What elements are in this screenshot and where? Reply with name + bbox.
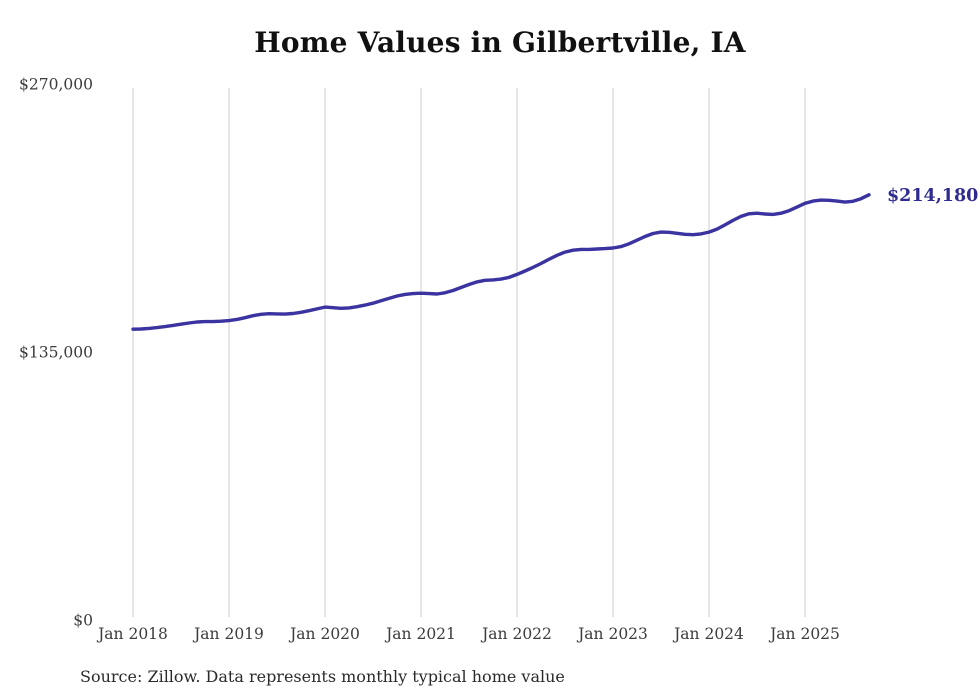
y-axis-tick-label: $135,000 xyxy=(19,344,93,362)
current-value-label: $214,180 xyxy=(887,186,978,206)
x-axis-tick-label: Jan 2021 xyxy=(384,625,456,643)
home-value-line-series xyxy=(131,193,871,331)
x-axis-tick-label: Jan 2023 xyxy=(576,625,648,643)
x-axis-tick-label: Jan 2018 xyxy=(96,625,168,643)
x-axis-tick-label: Jan 2020 xyxy=(288,625,360,643)
home-values-line-chart: Jan 2018 Jan 2019 Jan 2020 Jan 2021 Jan 2022… xyxy=(19,76,978,644)
source-note: Source: Zillow. Data represents monthly … xyxy=(80,667,565,686)
y-axis-tick-label: $0 xyxy=(73,612,93,630)
chart-title: Home Values in Gilbertville, IA xyxy=(254,26,746,59)
x-axis-tick-label: Jan 2019 xyxy=(192,625,264,643)
x-axis-tick-label: Jan 2025 xyxy=(768,625,840,643)
x-axis-tick-label: Jan 2022 xyxy=(480,625,552,643)
y-axis-tick-label: $270,000 xyxy=(19,76,93,94)
x-axis-tick-label: Jan 2024 xyxy=(672,625,744,643)
